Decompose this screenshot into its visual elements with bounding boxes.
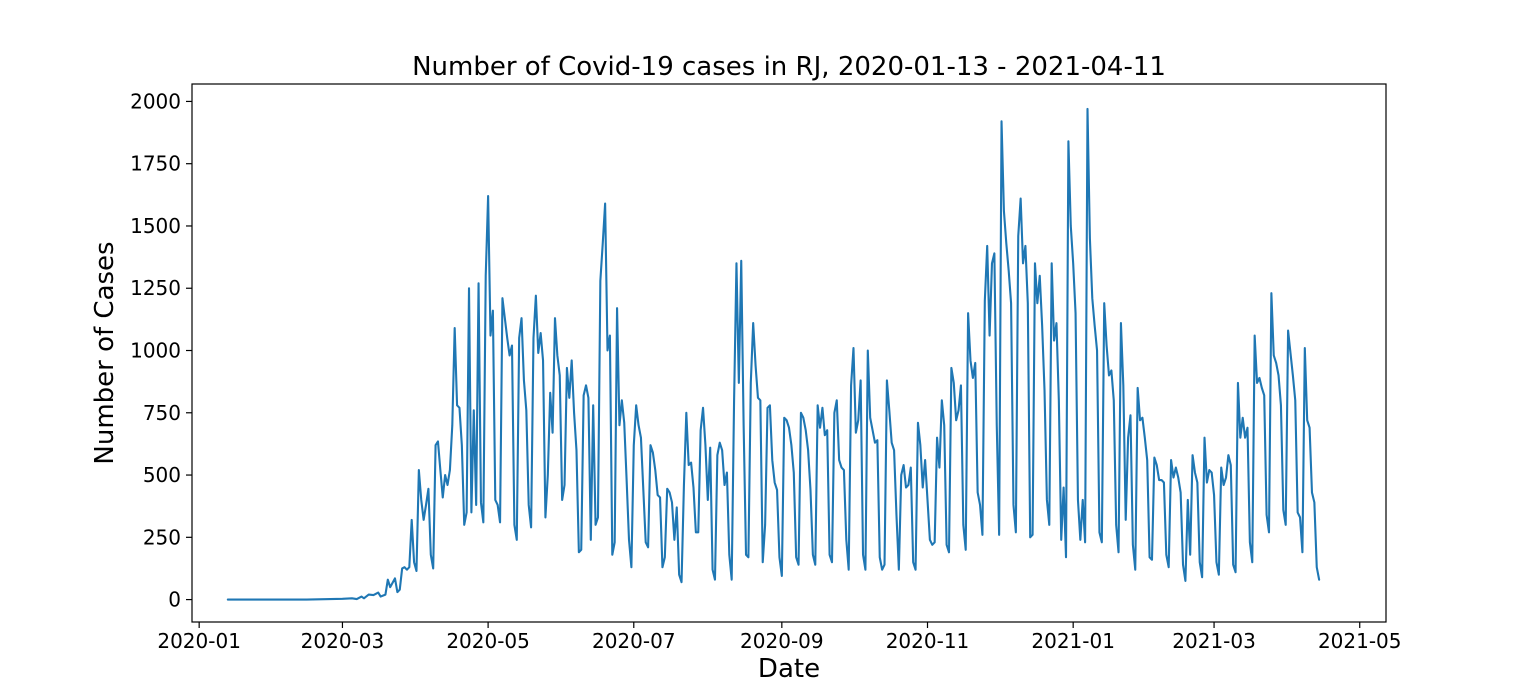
y-tick-label: 500 <box>143 463 181 487</box>
plot-frame <box>191 83 1387 623</box>
y-tick-label: 1500 <box>130 214 181 238</box>
x-tick-label: 2020-03 <box>301 629 385 653</box>
x-tick-label: 2021-01 <box>1031 629 1115 653</box>
x-tick-label: 2021-03 <box>1172 629 1256 653</box>
y-axis-label: Number of Cases <box>90 241 120 464</box>
y-tick-label: 1750 <box>130 152 181 176</box>
x-tick-label: 2020-09 <box>740 629 824 653</box>
x-axis-label: Date <box>758 654 820 684</box>
x-tick-label: 2020-11 <box>886 629 970 653</box>
x-axis: 2020-01 2020-03 2020-05 2020-07 2020-09 2020-… <box>157 622 1402 653</box>
y-tick-label: 750 <box>143 401 181 425</box>
y-axis: 0 250 500 750 1000 1250 1500 1750 2000 <box>130 89 192 612</box>
x-tick-label: 2020-07 <box>592 629 676 653</box>
y-tick-label: 250 <box>143 525 181 549</box>
y-tick-label: 0 <box>168 588 181 612</box>
chart-title: Number of Covid-19 cases in RJ, 2020-01-… <box>412 52 1166 82</box>
y-tick-label: 1000 <box>130 339 181 363</box>
y-tick-label: 1250 <box>130 276 181 300</box>
x-tick-label: 2020-05 <box>446 629 530 653</box>
y-tick-label: 2000 <box>130 89 181 113</box>
series-line-cases <box>226 107 1321 601</box>
x-tick-label: 2021-05 <box>1318 629 1402 653</box>
plot-area <box>226 107 1321 601</box>
x-tick-label: 2020-01 <box>157 629 241 653</box>
